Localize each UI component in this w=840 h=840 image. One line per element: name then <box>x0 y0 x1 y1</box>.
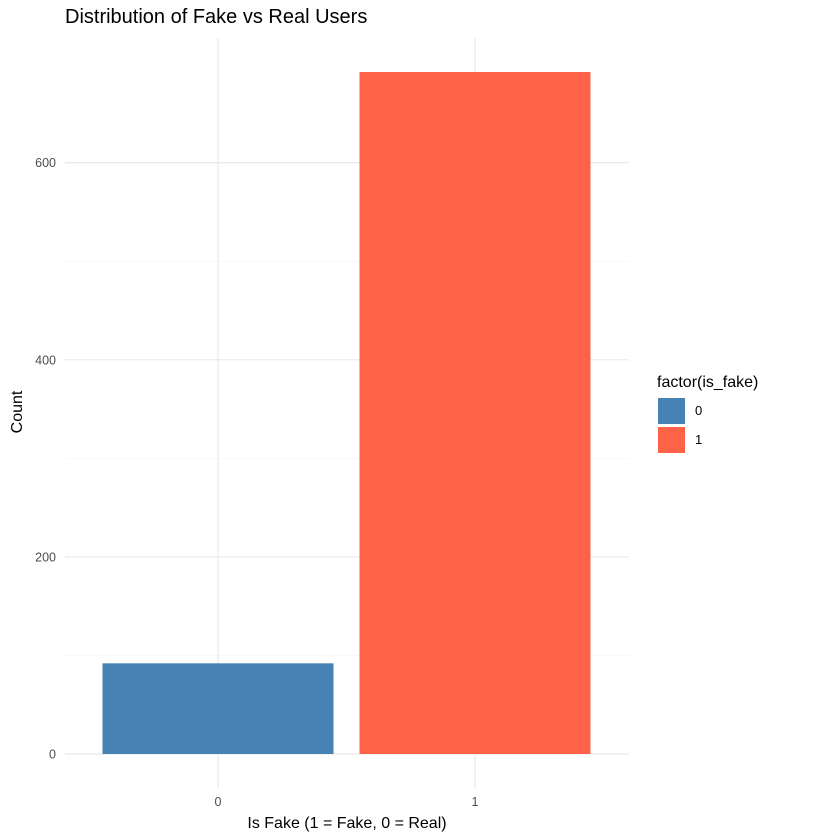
legend-items: 01 <box>658 398 702 453</box>
legend-label-1: 1 <box>695 432 702 447</box>
y-tick-label: 200 <box>35 550 56 564</box>
legend: factor(is_fake) 01 <box>657 374 758 453</box>
legend-title: factor(is_fake) <box>657 374 758 391</box>
chart-title: Distribution of Fake vs Real Users <box>65 6 367 28</box>
legend-label-0: 0 <box>695 403 702 418</box>
x-tick-label: 0 <box>215 795 222 809</box>
legend-swatch-1 <box>658 427 685 453</box>
bar-1 <box>359 72 591 754</box>
x-tick-label: 1 <box>472 795 479 809</box>
y-tick-label: 400 <box>35 353 56 367</box>
y-tick-label: 0 <box>49 748 56 762</box>
x-axis-title: Is Fake (1 = Fake, 0 = Real) <box>247 815 446 832</box>
bar-0 <box>102 663 334 754</box>
y-axis-ticks: 0 200 400 600 <box>35 156 56 761</box>
bars <box>102 72 591 754</box>
y-tick-label: 600 <box>35 156 56 170</box>
legend-swatch-0 <box>658 398 685 424</box>
y-axis-title: Count <box>9 390 26 433</box>
